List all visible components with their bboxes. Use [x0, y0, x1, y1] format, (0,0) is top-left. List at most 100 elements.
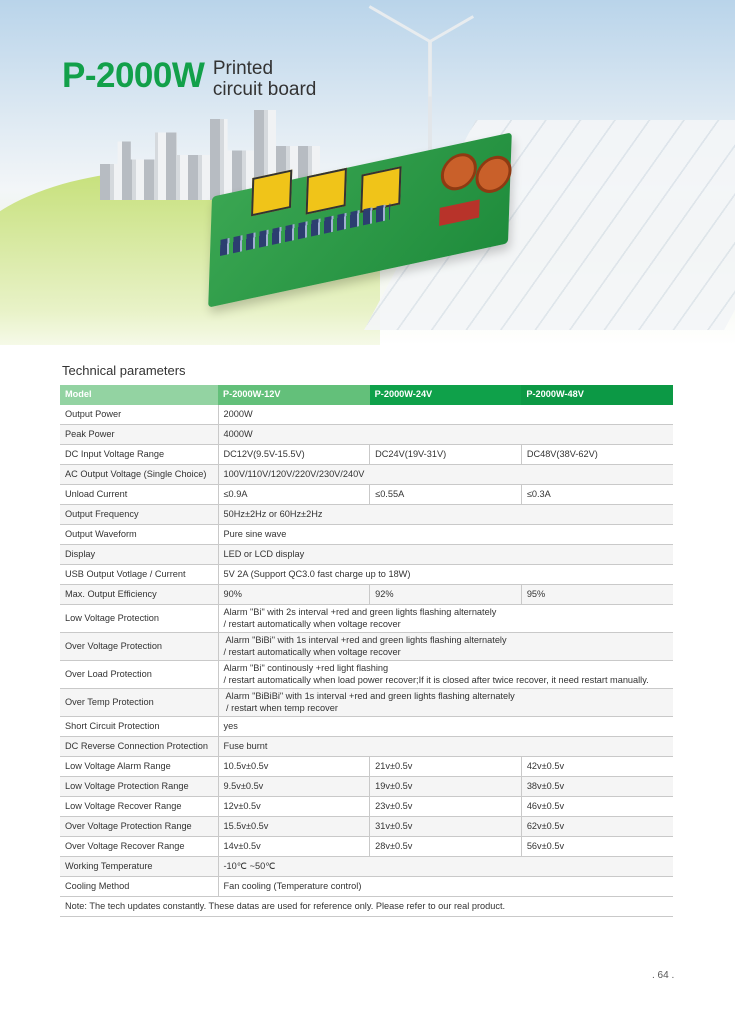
row-value: 10.5v±0.5v — [218, 756, 371, 777]
row-label: Unload Current — [60, 484, 219, 505]
table-row: Over Load Protection Alarm "Bi" continous… — [60, 660, 673, 689]
table-note: Note: The tech updates constantly. These… — [60, 896, 673, 917]
page-number: . 64 . — [652, 970, 675, 981]
row-value: Alarm "Bi" with 2s interval +red and gre… — [218, 604, 673, 633]
row-label: Over Load Protection — [60, 660, 219, 689]
table-row: DC Input Voltage Range DC12V(9.5V-15.5V) D… — [60, 444, 673, 465]
table-row: DC Reverse Connection Protection Fuse bur… — [60, 736, 673, 757]
table-row: Output Frequency 50Hz±2Hz or 60Hz±2Hz — [60, 504, 673, 525]
row-value: -10℃ ~50℃ — [218, 856, 673, 877]
column-header-24v: P-2000W-24V — [369, 385, 522, 405]
row-value: ≤0.3A — [521, 484, 673, 505]
row-label: Max. Output Efficiency — [60, 584, 219, 605]
capacitor — [439, 199, 480, 227]
note-row: Note: The tech updates constantly. These… — [60, 896, 673, 917]
row-label: Output Frequency — [60, 504, 219, 525]
table-row: Display LED or LCD display — [60, 544, 673, 565]
wind-turbine — [428, 40, 432, 190]
table-row: Over Voltage Protection Range 15.5v±0.5v 3… — [60, 816, 673, 837]
row-label: Low Voltage Protection — [60, 604, 219, 633]
row-value: 2000W — [218, 405, 673, 425]
row-value: 14v±0.5v — [218, 836, 371, 857]
row-label: Cooling Method — [60, 876, 219, 897]
table-row: Output Waveform Pure sine wave — [60, 524, 673, 545]
table-row: Max. Output Efficiency 90% 92% 95% — [60, 584, 673, 605]
row-label: Over Voltage Protection Range — [60, 816, 219, 837]
row-value: 28v±0.5v — [369, 836, 522, 857]
row-value: 38v±0.5v — [521, 776, 673, 797]
table-row: Over Voltage Protection Alarm "BiBi" wit… — [60, 632, 673, 661]
column-header-48v: P-2000W-48V — [521, 385, 673, 405]
row-label: DC Reverse Connection Protection — [60, 736, 219, 757]
row-value: Alarm "Bi" continously +red light flashi… — [218, 660, 673, 689]
table-row: Low Voltage Protection Range 9.5v±0.5v 19v… — [60, 776, 673, 797]
row-label: Over Voltage Recover Range — [60, 836, 219, 857]
row-value: 92% — [369, 584, 522, 605]
transformer — [305, 167, 347, 215]
row-value: LED or LCD display — [218, 544, 673, 565]
row-value: yes — [218, 716, 673, 737]
row-label: Low Voltage Alarm Range — [60, 756, 219, 777]
row-value: 62v±0.5v — [521, 816, 673, 837]
table-row: Peak Power 4000W — [60, 424, 673, 445]
column-header-model: Model — [60, 385, 218, 405]
row-value: Fuse burnt — [218, 736, 673, 757]
row-value: 50Hz±2Hz or 60Hz±2Hz — [218, 504, 673, 525]
column-header-12v: P-2000W-12V — [218, 385, 370, 405]
table-row: USB Output Votlage / Current 5V 2A (Suppo… — [60, 564, 673, 585]
row-label: Peak Power — [60, 424, 219, 445]
turbine-blade — [368, 5, 431, 43]
row-value: 56v±0.5v — [521, 836, 673, 857]
toroid-coil — [474, 152, 513, 197]
table-header-row: Model P-2000W-12V P-2000W-24V P-2000W-48… — [60, 385, 673, 405]
row-value: DC24V(19V-31V) — [369, 444, 522, 465]
product-title: P-2000W Printed circuit board — [62, 56, 316, 100]
row-value: 12v±0.5v — [218, 796, 371, 817]
table-row: Over Voltage Recover Range 14v±0.5v 28v±0.… — [60, 836, 673, 857]
subtitle-line2: circuit board — [212, 79, 317, 100]
row-value: 95% — [521, 584, 673, 605]
row-label: DC Input Voltage Range — [60, 444, 219, 465]
table-row: Low Voltage Protection Alarm "Bi" with 2s… — [60, 604, 673, 633]
row-value: DC48V(38V-62V) — [521, 444, 673, 465]
subtitle-line1: Printed — [212, 58, 274, 79]
row-label: Low Voltage Protection Range — [60, 776, 219, 797]
product-subtitle: Printed circuit board — [213, 58, 317, 100]
row-label: Over Voltage Protection — [60, 632, 219, 661]
spec-table: Model P-2000W-12V P-2000W-24V P-2000W-48… — [60, 385, 673, 917]
hero-image — [0, 0, 735, 345]
turbine-blade — [428, 41, 432, 97]
row-label: Over Temp Protection — [60, 688, 219, 717]
row-value: 46v±0.5v — [521, 796, 673, 817]
transformer — [251, 169, 293, 217]
row-value: 5V 2A (Support QC3.0 fast charge up to 1… — [218, 564, 673, 585]
row-value: 19v±0.5v — [369, 776, 522, 797]
row-label: Display — [60, 544, 219, 565]
turbine-blade — [429, 15, 475, 43]
table-row: Working Temperature -10℃ ~50℃ — [60, 856, 673, 877]
row-value: Alarm "BiBiBi" with 1s interval +red and… — [218, 688, 673, 717]
row-value: ≤0.55A — [369, 484, 522, 505]
row-value: 9.5v±0.5v — [218, 776, 371, 797]
row-value: Pure sine wave — [218, 524, 673, 545]
row-value: 31v±0.5v — [369, 816, 522, 837]
section-title: Technical parameters — [62, 363, 186, 378]
row-label: Output Waveform — [60, 524, 219, 545]
row-value: 42v±0.5v — [521, 756, 673, 777]
row-value: Alarm "BiBi" with 1s interval +red and g… — [218, 632, 673, 661]
row-value: 90% — [218, 584, 371, 605]
row-label: Low Voltage Recover Range — [60, 796, 219, 817]
table-row: Low Voltage Recover Range 12v±0.5v 23v±0.5… — [60, 796, 673, 817]
row-value: 21v±0.5v — [369, 756, 522, 777]
row-value: DC12V(9.5V-15.5V) — [218, 444, 371, 465]
row-label: Short Circuit Protection — [60, 716, 219, 737]
row-label: AC Output Voltage (Single Choice) — [60, 464, 219, 485]
table-row: Over Temp Protection Alarm "BiBiBi" with… — [60, 688, 673, 717]
row-value: ≤0.9A — [218, 484, 371, 505]
row-label: Output Power — [60, 405, 219, 425]
table-row: Output Power 2000W — [60, 405, 673, 425]
row-value: 100V/110V/120V/220V/230V/240V — [218, 464, 673, 485]
table-row: Cooling Method Fan cooling (Temperature c… — [60, 876, 673, 897]
row-value: 4000W — [218, 424, 673, 445]
product-name: P-2000W — [62, 56, 205, 95]
